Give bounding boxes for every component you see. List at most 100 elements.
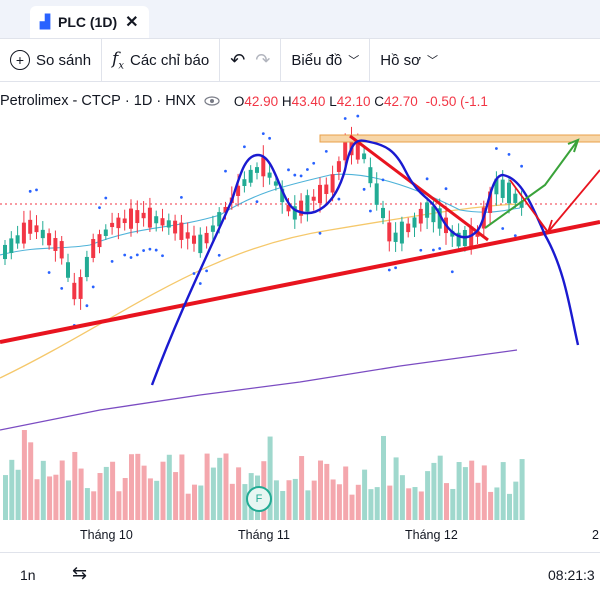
psar-dot [154,248,158,252]
candle-body [28,219,33,234]
psar-dot [450,270,454,274]
ohlc-values: O42.90 H43.40 L42.10 C42.70 -0.50 (-1.1 [234,94,488,109]
volume-bar [166,454,172,520]
x-axis-label: Tháng 11 [238,528,290,542]
candle-body [3,244,7,260]
function-icon: fx [112,48,124,72]
chart-type-dropdown[interactable]: Biểu đồ ﹀ [281,39,369,81]
bottom-toolbar: 1n ⇆ 08:21:3 [0,552,600,601]
volume-bar [349,494,355,520]
psar-dot [85,304,89,308]
volume-bar [500,462,506,520]
compare-button[interactable]: + So sánh [0,39,101,81]
toolbar-divider [219,39,221,81]
indicators-label: Các chỉ báo [129,51,210,69]
x-axis-label: Tháng 10 [80,528,133,542]
volume-bar [223,453,229,520]
volume-bar [141,465,147,520]
toolbar-divider [101,39,103,81]
volume-bar [129,454,134,520]
candle-body [494,178,499,195]
candle-body [154,216,159,224]
candle-body [72,282,77,300]
candle-body [217,212,222,227]
psar-dot [224,169,227,173]
volume-bar [154,480,160,520]
volume-bar [299,456,305,520]
open-label: O [233,93,245,109]
volume-bar [280,490,286,520]
psar-dot [287,168,290,172]
volume-bar [292,478,298,520]
candle-body [242,179,247,187]
pattern-drawing[interactable] [150,139,580,386]
psar-dot [495,147,498,150]
price-chart[interactable] [0,112,600,524]
psar-dot [381,178,385,182]
candle-body [129,208,133,229]
volume-bar [311,480,317,520]
candle-body [292,206,297,220]
candle-body [393,232,398,242]
profile-dropdown[interactable]: Hồ sơ ﹀ [370,39,448,81]
volume-bar [21,430,27,520]
candle-body [116,217,121,229]
volume-bar [437,455,443,520]
x-axis-label: 2 [592,528,599,542]
psar-dot [501,227,505,230]
candlesticks [3,126,524,310]
candle-body [330,174,335,193]
redo-button[interactable]: ↷ [255,39,280,81]
volume-bar [381,435,386,520]
psar-dot [432,248,435,252]
redo-icon: ↷ [255,49,271,70]
volume-bar [192,484,197,520]
volume-bar [84,488,90,520]
time-axis[interactable]: Tháng 10 Tháng 11 Tháng 12 2 [0,528,600,548]
candle-body [519,201,524,208]
psar-dot [192,272,196,275]
toolbar-divider [280,39,282,81]
volume-bar [488,491,494,520]
bullish-projection-arrow[interactable] [484,139,579,229]
event-badge[interactable]: F [246,486,272,512]
psar-dot [312,161,316,165]
volume-bar [336,484,342,520]
volume-bar [66,480,71,520]
volume-bar [387,485,393,520]
psar-dot [318,231,322,235]
volume-bar [507,493,512,520]
resistance-zone[interactable] [319,134,600,143]
support-trendline[interactable] [0,220,600,344]
candle-body [406,223,411,233]
psar-dot [135,253,139,257]
chevron-down-icon: ﹀ [426,55,438,67]
psar-dot [28,189,32,193]
low-label: L [329,93,337,109]
tab-bar: ▟ PLC (1D) ✕ [0,0,600,39]
volume-bar [469,460,475,520]
tab-plc[interactable]: ▟ PLC (1D) ✕ [30,6,149,38]
candle-body [248,169,253,183]
close-icon[interactable]: ✕ [125,14,139,31]
volume-bar [374,487,380,520]
psar-dot [324,149,328,153]
close-value: 42.70 [384,93,418,109]
volume-bar [368,489,374,520]
candle-body [267,172,272,178]
candle-body [78,277,83,299]
indicators-button[interactable]: fx Các chỉ báo [102,39,219,81]
volume-bar [475,482,481,520]
volume-bar [122,478,128,520]
candle-body [135,210,140,224]
ma-20-line [0,173,521,256]
date-range-icon[interactable]: ⇆ [72,563,88,583]
candle-body [236,185,241,196]
volume-bar [462,467,468,520]
high-value: 43.40 [291,93,326,109]
eye-icon[interactable] [204,96,220,106]
volume-bar [318,460,323,520]
undo-button[interactable]: ↶ [220,39,255,81]
downtrend-line[interactable] [349,134,489,242]
range-1y-button[interactable]: 1n [20,567,36,583]
